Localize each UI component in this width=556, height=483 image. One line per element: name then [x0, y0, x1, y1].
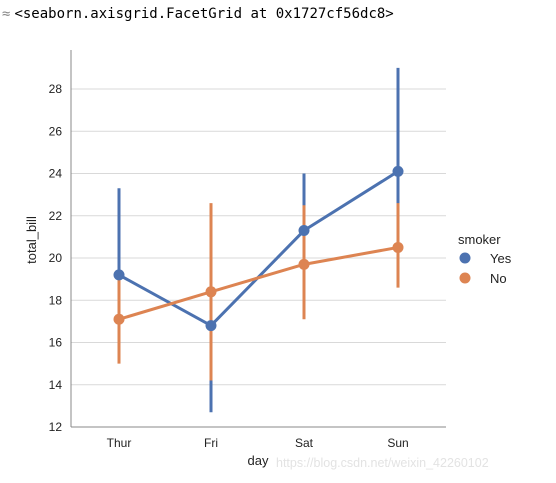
data-point-yes — [392, 165, 404, 177]
watermark: https://blog.csdn.net/weixin_42260102 — [276, 456, 489, 470]
y-tick-label: 14 — [49, 378, 63, 392]
confidence-intervals — [117, 67, 400, 413]
y-axis-label: total_bill — [24, 216, 39, 264]
x-tick-label: Fri — [204, 436, 218, 450]
series-line-no — [118, 245, 399, 321]
x-tick-labels: Thur Fri Sat Sun — [107, 436, 409, 450]
y-tick-label: 16 — [49, 336, 63, 350]
x-tick-label: Sat — [295, 436, 314, 450]
legend-marker-yes — [459, 252, 471, 264]
legend-label-no: No — [490, 271, 507, 286]
x-axis-label: day — [248, 453, 269, 468]
y-tick-label: 26 — [49, 124, 63, 138]
series-lines — [118, 170, 399, 328]
x-tick-label: Sun — [387, 436, 408, 450]
y-tick-label: 12 — [49, 420, 63, 434]
legend-marker-no — [459, 272, 471, 284]
data-point-no — [113, 313, 125, 325]
y-tick-label: 28 — [49, 82, 63, 96]
output-repr-text: <seaborn.axisgrid.FacetGrid at 0x1727cf5… — [14, 6, 394, 22]
y-tick-label: 22 — [49, 209, 63, 223]
x-tick-label: Thur — [107, 436, 132, 450]
y-tick-label: 20 — [49, 251, 63, 265]
data-point-yes — [113, 269, 125, 281]
legend: smoker Yes No — [458, 232, 512, 286]
y-tick-label: 24 — [49, 167, 63, 181]
data-point-no — [205, 286, 217, 298]
output-marker: ≈ — [2, 6, 11, 22]
series-points — [113, 165, 404, 332]
data-point-no — [298, 258, 310, 270]
legend-label-yes: Yes — [490, 251, 512, 266]
y-tick-labels: 12 14 16 18 20 22 24 26 28 — [49, 82, 63, 434]
data-point-yes — [298, 225, 310, 237]
y-tick-label: 18 — [49, 293, 63, 307]
series-line-yes — [118, 170, 399, 328]
cell-output: ≈ <seaborn.axisgrid.FacetGrid at 0x1727cf… — [2, 6, 394, 22]
grid-layer — [71, 88, 446, 428]
data-point-no — [392, 241, 404, 253]
legend-title: smoker — [458, 232, 501, 247]
data-point-yes — [205, 320, 217, 332]
